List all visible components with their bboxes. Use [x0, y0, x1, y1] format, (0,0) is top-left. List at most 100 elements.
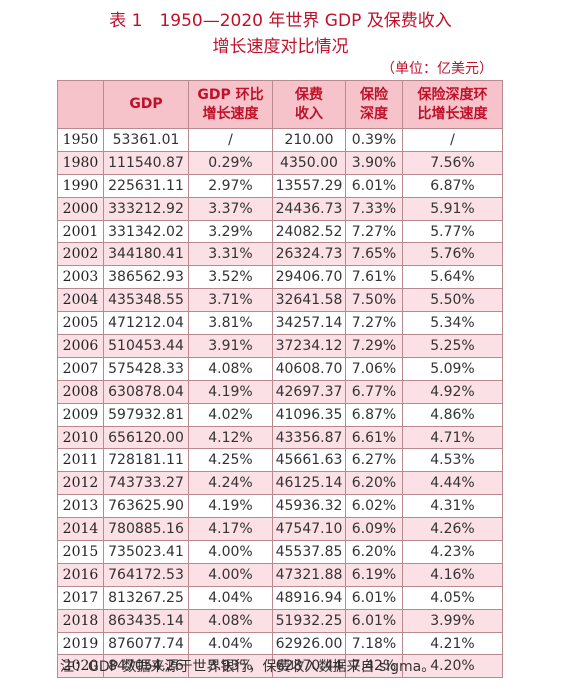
year-cell: 2015 — [57, 540, 104, 564]
table-row: 2014 780885.16 4.17% 47547.10 6.09% 4.26% — [57, 517, 503, 542]
table-row: 1990 225631.11 2.97% 13557.29 6.01% 6.87% — [57, 173, 503, 198]
table-cell: 575428.33 — [103, 356, 189, 381]
year-cell: 2019 — [57, 631, 104, 656]
table-cell: 3.99% — [402, 608, 503, 633]
note: 注：GDP 数据来源于世界银行，保费收入数据来自 sigma。 — [60, 659, 436, 675]
table-cell: 4.04% — [188, 631, 273, 656]
table-row: 2018 863435.14 4.08% 51932.25 6.01% 3.99% — [57, 608, 503, 633]
table-cell: 4.08% — [188, 608, 273, 633]
table-cell: 780885.16 — [103, 517, 189, 542]
header-line: 深度 — [360, 105, 388, 122]
header-cell: GDP — [103, 80, 189, 129]
year-cell: 2020 — [57, 654, 104, 679]
table-cell: 7.42% — [345, 654, 403, 679]
table-cell: 6.87% — [402, 173, 503, 198]
table-cell: 6.20% — [345, 540, 403, 564]
header-cell: 保险 深度 — [345, 80, 403, 129]
table-cell: 225631.11 — [103, 173, 189, 198]
table-cell: 4.21% — [402, 631, 503, 656]
year-cell: 2007 — [57, 356, 104, 381]
table-cell: 6.61% — [345, 425, 403, 450]
year-cell: 2013 — [57, 494, 104, 519]
header-line: 保险深度环 — [417, 86, 488, 103]
table-cell: 4.24% — [188, 471, 273, 496]
table-cell: 4.04% — [188, 585, 273, 610]
table-cell: 333212.92 — [103, 196, 189, 221]
table-cell: 4.05% — [402, 585, 503, 610]
year-cell: 2011 — [57, 448, 104, 473]
year-cell: 2018 — [57, 608, 104, 633]
year-cell: 2002 — [57, 242, 104, 267]
table-cell: 3.91% — [188, 334, 273, 358]
table-row: 2009 597932.81 4.02% 41096.35 6.87% 4.86% — [57, 402, 503, 427]
table-cell: 5.77% — [402, 219, 503, 244]
year-cell: 2017 — [57, 585, 104, 610]
table-row: 2010 656120.00 4.12% 43356.87 6.61% 4.71% — [57, 425, 503, 450]
table-cell: 3.37% — [188, 196, 273, 221]
table-row: 2001 331342.02 3.29% 24082.52 7.27% 5.77% — [57, 219, 503, 244]
table-cell: 5.91% — [402, 196, 503, 221]
table-cell: 3.81% — [188, 311, 273, 336]
table-cell: 735023.41 — [103, 540, 189, 564]
table-cell: 32641.58 — [272, 288, 346, 313]
table-cell: 2.97% — [188, 173, 273, 198]
table-cell: 5.64% — [402, 265, 503, 290]
table-row: 2004 435348.55 3.71% 32641.58 7.50% 5.50% — [57, 288, 503, 313]
table-cell: 62870.44 — [272, 654, 346, 679]
table-cell: 6.19% — [345, 562, 403, 587]
table-cell: 510453.44 — [103, 334, 189, 358]
table-cell: 4.31% — [402, 494, 503, 519]
table-row: 2000 333212.92 3.37% 24436.73 7.33% 5.91% — [57, 196, 503, 221]
table-cell: 813267.25 — [103, 585, 189, 610]
table-cell: 847054.26 — [103, 654, 189, 679]
table-cell: 4.02% — [188, 402, 273, 427]
table-cell: 6.01% — [345, 173, 403, 198]
table-cell: 4.20% — [402, 654, 503, 679]
table-body: 1950 53361.01/210.00 0.39%/1980 111540.87 0.… — [57, 128, 503, 679]
table-cell: 4.25% — [188, 448, 273, 473]
table-cell: 3.52% — [188, 265, 273, 290]
table-row: 2016 764172.53 4.00% 47321.88 6.19% 4.16% — [57, 562, 503, 587]
table-cell: 46125.14 — [272, 471, 346, 496]
table-cell: 7.61% — [345, 265, 403, 290]
year-cell: 2004 — [57, 288, 104, 313]
table-cell: 4.19% — [188, 379, 273, 404]
table-cell: 7.33% — [345, 196, 403, 221]
table-cell: 4.86% — [402, 402, 503, 427]
table-cell: 4.16% — [402, 562, 503, 587]
year-cell: 2016 — [57, 562, 104, 587]
table-cell: 4.08% — [188, 356, 273, 381]
table-cell: 6.02% — [345, 494, 403, 519]
table-cell: 743733.27 — [103, 471, 189, 496]
table-cell: 0.39% — [345, 128, 403, 152]
table-cell: 7.06% — [345, 356, 403, 381]
table-cell: 45661.63 — [272, 448, 346, 473]
table-row: 2006 510453.44 3.91% 37234.12 7.29% 5.25% — [57, 334, 503, 358]
table-row: 2003 386562.93 3.52% 29406.70 7.61% 5.64% — [57, 265, 503, 290]
table-row: 2020 847054.26 3.93% 62870.44 7.42% 4.20% — [57, 654, 503, 679]
header-cell: GDP 环比 增长速度 — [188, 80, 273, 129]
table-row: 2008 630878.04 4.19% 42697.37 6.77% 4.92% — [57, 379, 503, 404]
table-cell: 630878.04 — [103, 379, 189, 404]
table-row: 1980 111540.87 0.29% 4350.00 3.90% 7.56% — [57, 150, 503, 175]
table-cell: 43356.87 — [272, 425, 346, 450]
table-cell: 51932.25 — [272, 608, 346, 633]
table-cell: / — [188, 128, 273, 152]
table-cell: 344180.41 — [103, 242, 189, 267]
year-cell: 2006 — [57, 334, 104, 358]
table-row: 2002 344180.41 3.31% 26324.73 7.65% 5.76% — [57, 242, 503, 267]
table-cell: 6.27% — [345, 448, 403, 473]
table-cell: 7.27% — [345, 219, 403, 244]
table-cell: 3.29% — [188, 219, 273, 244]
table-cell: 7.56% — [402, 150, 503, 175]
year-cell: 2009 — [57, 402, 104, 427]
header-row: GDP GDP 环比 增长速度 保费 收入 保险 深度 保险深度环 比增长速度 — [57, 80, 503, 129]
table-cell: 7.18% — [345, 631, 403, 656]
table-cell: / — [402, 128, 503, 152]
table-cell: 42697.37 — [272, 379, 346, 404]
table-cell: 6.20% — [345, 471, 403, 496]
year-cell: 2014 — [57, 517, 104, 542]
year-cell: 2005 — [57, 311, 104, 336]
table-row: 1950 53361.01/210.00 0.39% / — [57, 128, 503, 152]
